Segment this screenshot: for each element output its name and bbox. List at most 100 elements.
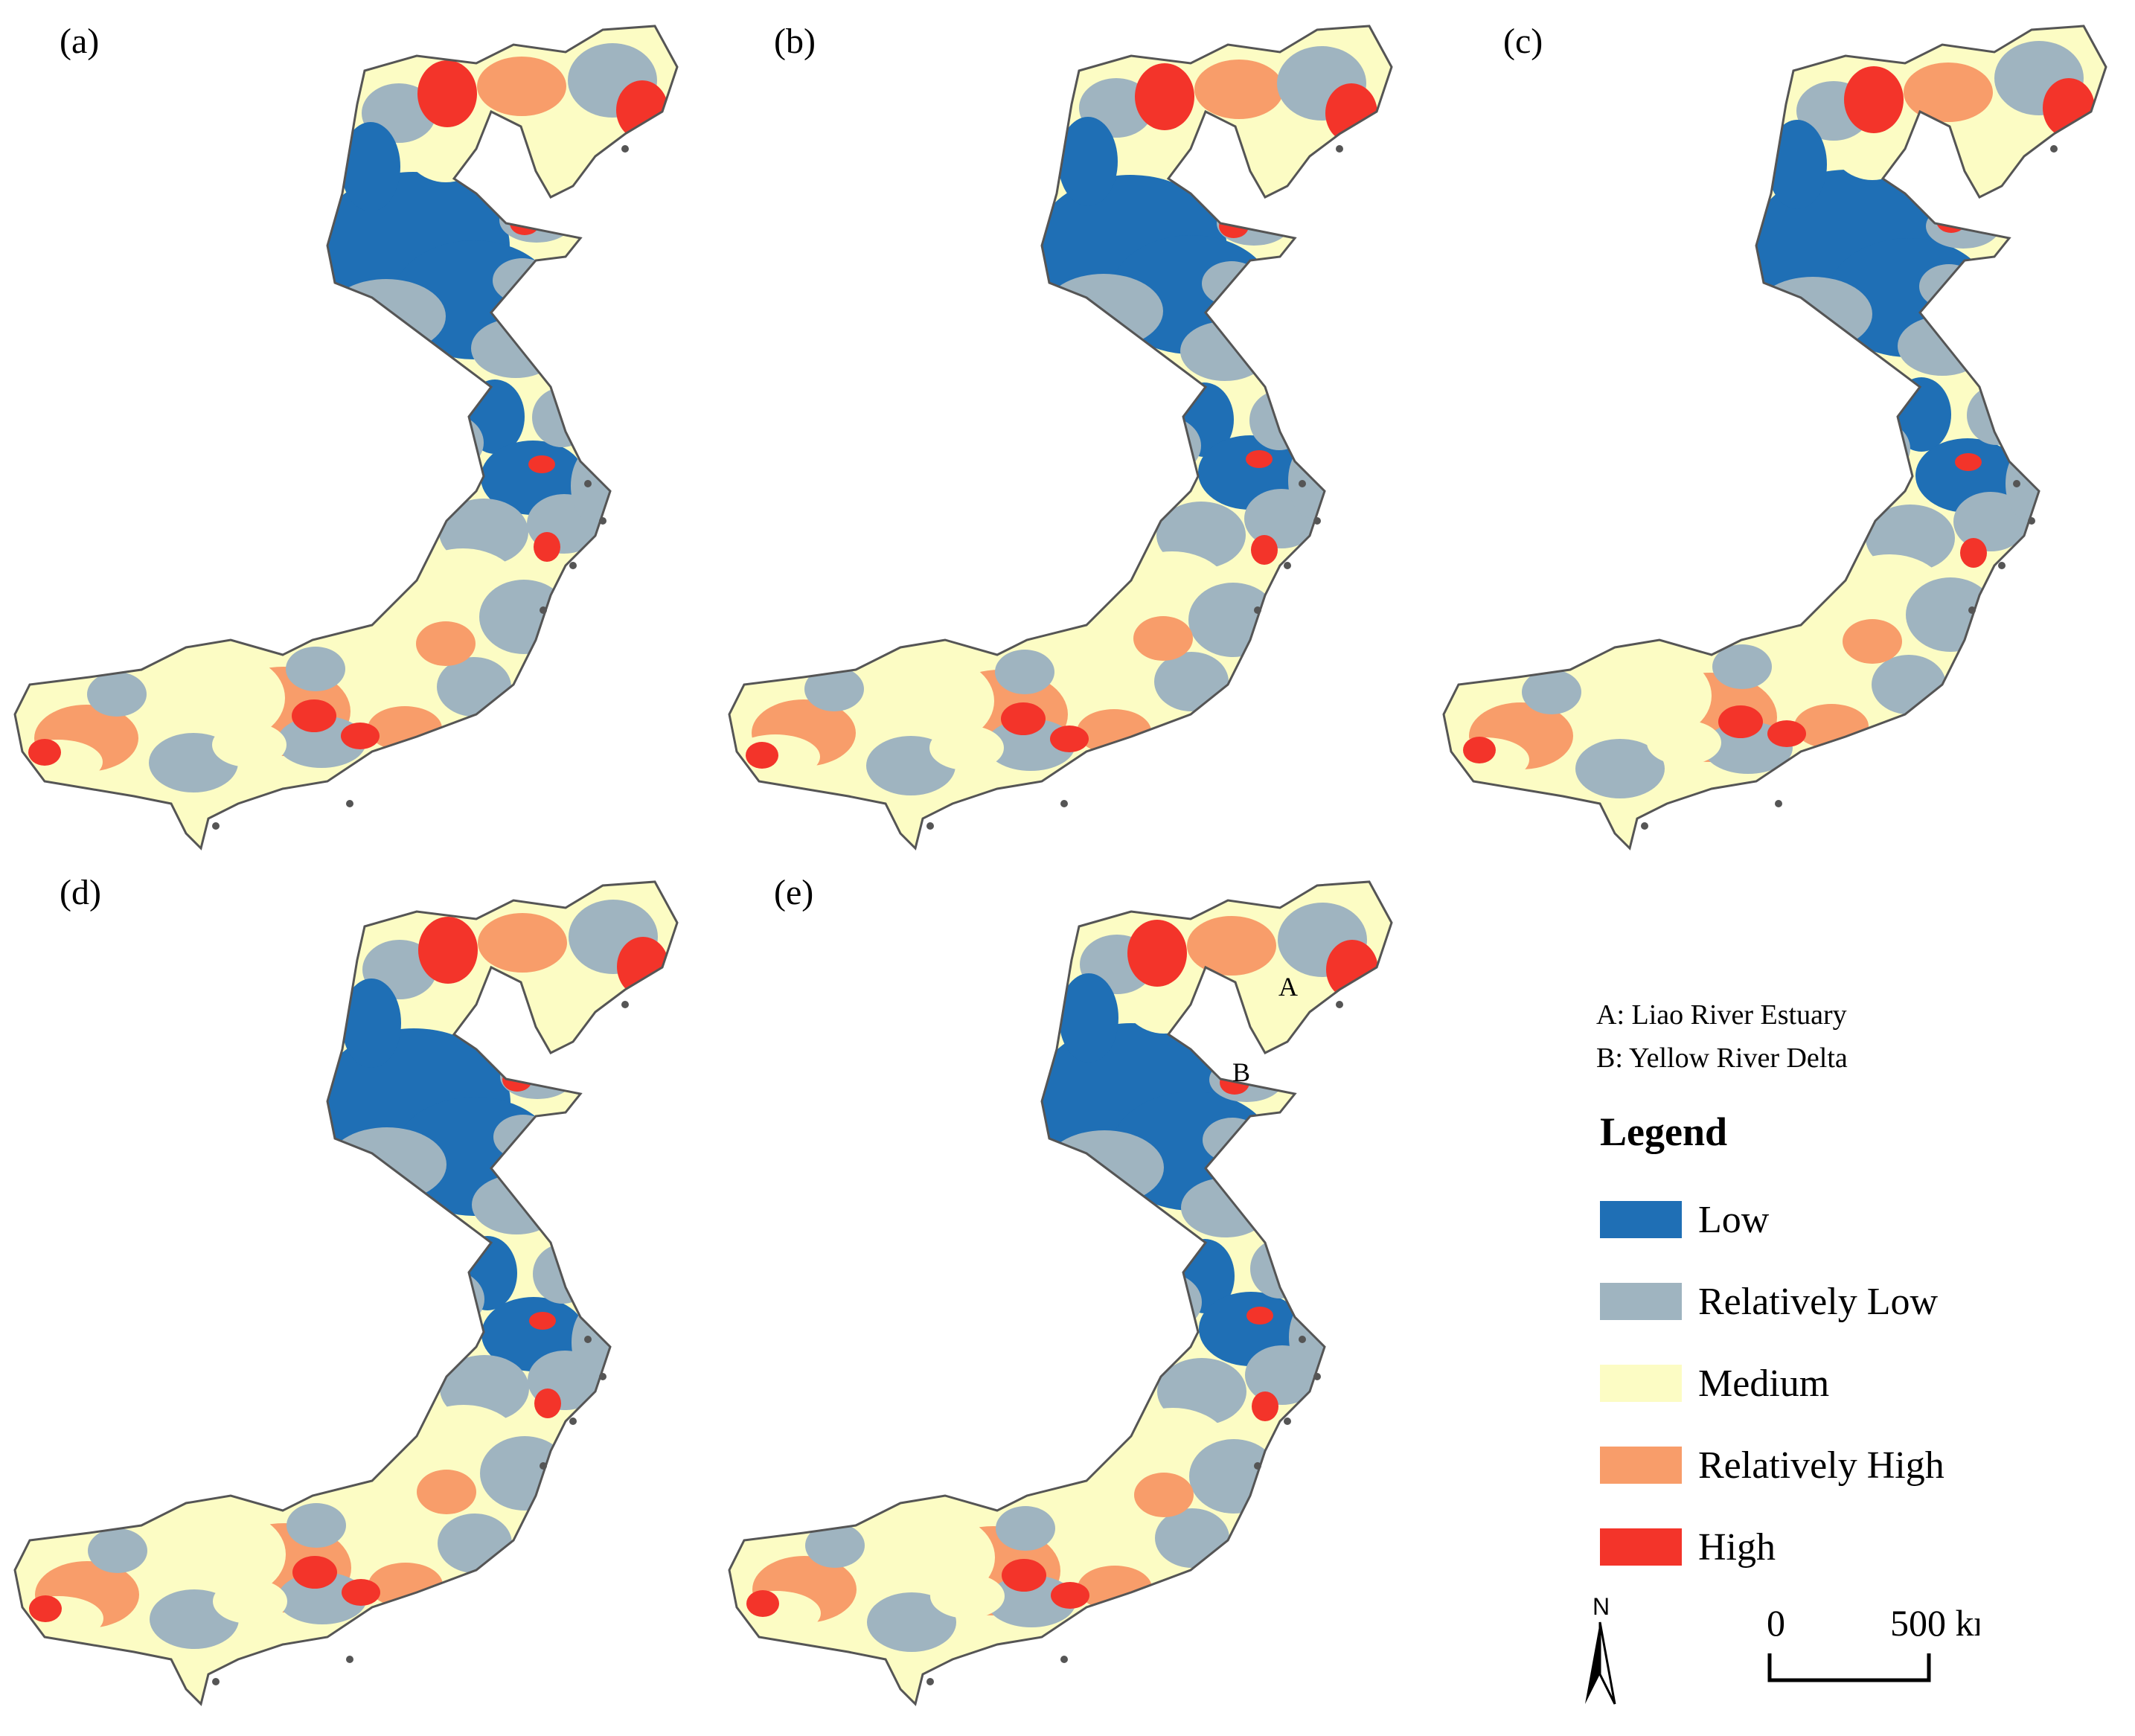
map-region: [88, 1528, 147, 1573]
map-region: [1001, 702, 1046, 735]
site-notes: A: Liao River Estuary B: Yellow River De…: [1596, 993, 1848, 1080]
legend-label-high: High: [1698, 1525, 1776, 1569]
coastline: [13, 25, 679, 851]
legend-item-relatively-low: Relatively Low: [1600, 1261, 2121, 1342]
map-region: [1246, 1307, 1273, 1325]
map-region: [341, 723, 380, 749]
map-region: [867, 1592, 956, 1652]
map-region: [1647, 720, 1721, 765]
map-region: [28, 739, 61, 766]
map-region: [213, 1579, 287, 1624]
map-region: [1966, 124, 2026, 169]
map-region: [456, 1242, 477, 1263]
legend-swatch-relatively-low: [1600, 1283, 1682, 1320]
map-region: [1174, 1237, 1194, 1258]
legend-swatch-high: [1600, 1528, 1682, 1566]
map-region: [1217, 201, 1291, 246]
scale-start: 0: [1767, 1602, 1785, 1644]
map-region: [1872, 655, 1946, 714]
map-region: [1077, 709, 1151, 754]
map-region: [746, 1590, 779, 1617]
map-regions: [732, 903, 1378, 1652]
island: [621, 1001, 629, 1008]
legend-item-medium: Medium: [1600, 1342, 2121, 1424]
map-region: [292, 1556, 337, 1589]
map-region: [29, 1595, 62, 1622]
coastline: [728, 25, 1393, 851]
coastline: [13, 880, 679, 1706]
map-region: [1953, 492, 2028, 551]
map-region: [1203, 1118, 1262, 1162]
map-region: [1767, 120, 1827, 209]
island: [1284, 1418, 1291, 1425]
island: [212, 1678, 220, 1685]
map-region: [1289, 1300, 1334, 1374]
island: [1641, 822, 1648, 830]
map-region: [1836, 419, 1910, 478]
coastline: [1442, 25, 2107, 851]
map-region: [287, 1503, 346, 1548]
map-region: [528, 455, 555, 473]
map-region: [929, 726, 1004, 770]
panel-label-d: (d): [60, 873, 101, 912]
legend-swatch-medium: [1600, 1365, 1682, 1402]
map-region: [341, 122, 400, 211]
map-region: [1898, 316, 1987, 376]
map-region: [477, 57, 566, 116]
island: [584, 1336, 592, 1343]
island: [1968, 606, 1976, 614]
map-region: [455, 385, 476, 406]
map-region: [1926, 204, 2000, 249]
map-region: [616, 80, 668, 140]
coastline: [728, 880, 1393, 1706]
north-arrow-icon: N: [1585, 1593, 1616, 1705]
map-region: [1575, 739, 1665, 798]
map-region: [493, 258, 552, 303]
map-region: [571, 449, 615, 523]
map-region: [805, 1523, 865, 1568]
map-region: [1522, 670, 1581, 714]
map-region: [417, 60, 477, 127]
map-region: [1173, 380, 1194, 401]
island: [1284, 562, 1291, 569]
map-region: [410, 1269, 484, 1329]
map-region: [1127, 920, 1187, 987]
island: [569, 1418, 577, 1425]
map-region: [418, 917, 478, 984]
map-region: [1325, 83, 1377, 143]
legend-label-relatively-high: Relatively High: [1698, 1444, 1944, 1487]
map-region: [1844, 66, 1904, 133]
map-region: [212, 723, 287, 767]
map-region: [1188, 583, 1278, 657]
map-regions: [15, 900, 669, 1649]
map-region: [1249, 129, 1308, 174]
map-region: [499, 198, 574, 243]
map-region: [533, 1244, 592, 1304]
island: [621, 145, 629, 153]
map-region: [804, 667, 864, 711]
map-region: [1187, 916, 1276, 976]
map-region: [1890, 383, 1911, 404]
map-region: [1133, 616, 1193, 661]
island: [1313, 517, 1321, 525]
map-region: [1249, 986, 1309, 1031]
map-region: [479, 580, 569, 654]
map-region: [493, 1115, 553, 1159]
map-region: [572, 1305, 616, 1380]
map-region: [2006, 446, 2050, 521]
map-region: [500, 1054, 574, 1099]
island: [926, 822, 934, 830]
legend: Legend Low Relatively Low Medium Relativ…: [1600, 1109, 2121, 1588]
island: [1336, 145, 1343, 153]
map-region: [534, 532, 560, 562]
map-region: [529, 1312, 556, 1330]
island: [1060, 800, 1068, 807]
island: [1775, 800, 1782, 807]
island: [1313, 1373, 1321, 1380]
map-region: [472, 1175, 561, 1234]
island: [2028, 517, 2035, 525]
scale-end: 500 km: [1890, 1602, 1979, 1644]
map-regions: [15, 43, 668, 792]
map-region: [342, 1579, 380, 1606]
marker-b: B: [1232, 1057, 1251, 1087]
